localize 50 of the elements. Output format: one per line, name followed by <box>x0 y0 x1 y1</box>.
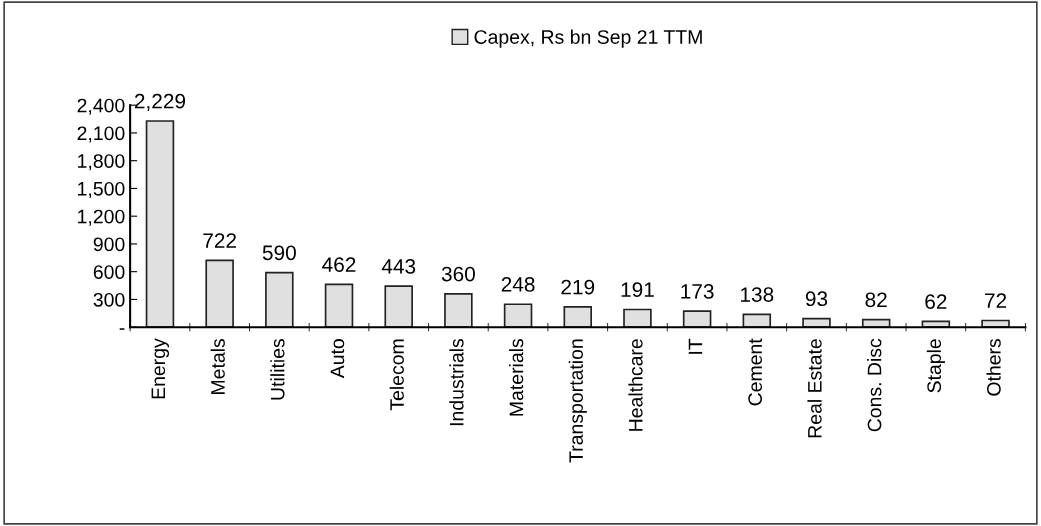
text: 191 <box>621 282 654 298</box>
x-tick-label: Industrials <box>449 338 464 426</box>
x-tick-label: Auto <box>330 339 345 379</box>
text: 82 <box>865 292 887 308</box>
bar <box>324 283 354 328</box>
x-tick-label: Transportation <box>568 339 587 463</box>
text: 2,229 <box>134 93 186 112</box>
x-tick-label: Utilities <box>270 338 285 400</box>
text: 219 <box>561 279 595 295</box>
x-tick-label: Metals <box>210 338 225 394</box>
bar <box>623 308 652 328</box>
bar <box>205 259 234 328</box>
text: 173 <box>681 283 714 299</box>
y-tick-label: 300 <box>93 292 125 307</box>
bar <box>563 306 593 328</box>
text: 462 <box>322 257 356 272</box>
x-tick-label: Cons. Disc <box>867 338 882 432</box>
y-tick-label: 600 <box>93 265 125 279</box>
x-tick-label: Others <box>986 338 1001 396</box>
bar <box>503 303 533 328</box>
text: 443 <box>381 259 416 274</box>
x-tick-label: Energy <box>151 338 170 399</box>
y-tick-label: 1,200 <box>78 209 125 226</box>
text: 93 <box>805 291 828 307</box>
x-tick-label: Healthcare <box>628 339 643 431</box>
bar <box>145 120 175 328</box>
x-tick-label: Cement <box>748 338 763 406</box>
text: 590 <box>262 245 296 261</box>
x-tick-label: Real Estate <box>807 339 822 438</box>
text: 722 <box>203 233 236 248</box>
x-tick-label: Telecom <box>389 339 404 411</box>
y-tick-label: 1,800 <box>78 154 125 171</box>
bar <box>682 310 712 328</box>
text: 360 <box>441 266 475 282</box>
bar <box>444 293 473 328</box>
text: 138 <box>741 287 774 302</box>
x-tick-label: IT <box>688 338 703 354</box>
text: 72 <box>985 293 1007 308</box>
bar <box>384 285 413 328</box>
bar <box>265 271 294 328</box>
text: 248 <box>501 277 535 292</box>
y-tick-label: 1,500 <box>78 181 125 198</box>
legend-label: Capex, Rs bn Sep 21 TTM <box>474 29 702 48</box>
x-tick-label: Materials <box>509 338 524 416</box>
y-tick-label: 2,100 <box>77 126 125 143</box>
y-tick-label: 900 <box>93 237 125 252</box>
text: 62 <box>925 294 947 309</box>
y-tick-label: 2,400 <box>77 98 125 115</box>
y-tick-label: - <box>119 328 125 330</box>
x-tick-label: Staple <box>926 339 945 393</box>
